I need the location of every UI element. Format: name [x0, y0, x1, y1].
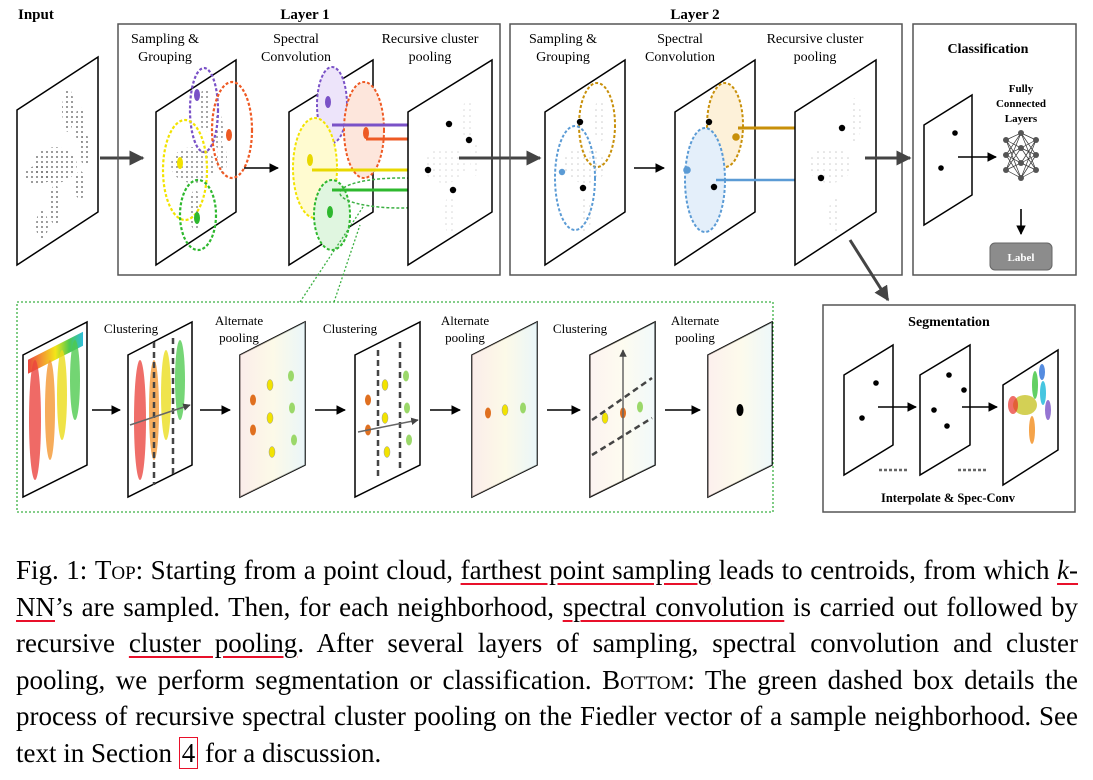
detail-callout-line-1: [299, 206, 364, 303]
final-pooled-plane: [707, 320, 773, 499]
l1-sampling-plane: [155, 58, 254, 267]
layer2-label: Layer 2: [670, 7, 719, 23]
segmentation-output-plane: [1002, 348, 1059, 487]
caption-nn: -NN: [16, 555, 1079, 622]
l2-spectral-line1: Spectral: [657, 32, 703, 47]
caption-k: k: [1057, 555, 1070, 585]
caption-text-3: ’s are sampled. Then, for each neighborh…: [55, 591, 563, 622]
link-spectral-convolution[interactable]: spectral convolution: [562, 591, 785, 622]
link-knn[interactable]: k-NN: [16, 555, 1078, 622]
input-label: Input: [18, 7, 54, 23]
detail-box: [16, 301, 774, 513]
layer2-to-segmentation-arrow: [848, 239, 890, 302]
clustering-label-1: Clustering: [104, 321, 159, 336]
caption-text-1: : Starting from a point cloud,: [135, 555, 461, 585]
alternate-label-2b: pooling: [445, 330, 485, 345]
l1-spectral-plane: [288, 58, 461, 267]
pooled-plane-2: [471, 320, 538, 499]
link-farthest-point-sampling[interactable]: farthest point sampling: [460, 555, 712, 585]
detail-callout-line-2: [333, 224, 361, 303]
l2-spectral-plane: [674, 58, 756, 267]
l2-pooling-plane: [794, 58, 877, 267]
caption-bottom-word: Bottom: [602, 664, 688, 695]
fiedler-plane-2: [127, 320, 193, 499]
figure-diagram: Input Layer 1 Sampling & Grouping Spectr…: [16, 7, 1077, 513]
l1-sampling-line2: Grouping: [138, 50, 192, 65]
alternate-label-3a: Alternate: [671, 313, 720, 328]
l2-recursive-line1: Recursive cluster: [767, 32, 864, 47]
alternate-label-3b: pooling: [675, 330, 715, 345]
layer1-label: Layer 1: [280, 7, 329, 23]
link-cluster-pooling[interactable]: cluster pooling: [128, 628, 298, 658]
l1-pooling-plane: [407, 58, 493, 267]
alternate-label-1b: pooling: [219, 330, 259, 345]
classification-plane: [923, 93, 973, 227]
caption-text-7: for a discussion.: [198, 737, 382, 768]
figure-caption: Fig. 1: Top: Starting from a point cloud…: [16, 552, 1078, 771]
l2-spectral-line2: Convolution: [645, 50, 715, 65]
pooled-plane-1: [239, 320, 306, 499]
l2-sampling-line2: Grouping: [536, 50, 590, 65]
interpolate-label: Interpolate & Spec-Conv: [881, 491, 1016, 505]
neural-network-icon: [1003, 130, 1039, 181]
l1-sampling-line1: Sampling &: [131, 32, 199, 47]
fc-line1: Fully: [1009, 83, 1034, 95]
caption-text-6: : The green dashed box details the proce…: [16, 664, 1078, 768]
l2-sampling-plane: [544, 58, 626, 267]
caption-text-5: . After several layers of sampling, spec…: [16, 628, 1079, 695]
segmentation-plane-1: [843, 343, 894, 477]
l1-recursive-line2: pooling: [409, 50, 452, 65]
pooled-plane-1-clustered: [354, 320, 421, 499]
fc-line3: Layers: [1005, 113, 1038, 125]
layer2-box: [509, 23, 903, 276]
segmentation-label: Segmentation: [908, 315, 990, 330]
segmentation-box: [822, 304, 1076, 513]
clustering-label-2: Clustering: [323, 321, 378, 336]
classification-box: [912, 23, 1077, 276]
fc-line2: Connected: [996, 98, 1046, 110]
caption-fig-label: Fig. 1:: [16, 555, 88, 585]
clustering-label-3: Clustering: [553, 321, 608, 336]
section-ref-link[interactable]: 4: [178, 736, 199, 769]
l2-recursive-line2: pooling: [794, 50, 837, 65]
l1-recursive-line1: Recursive cluster: [382, 32, 479, 47]
alternate-label-2a: Alternate: [441, 313, 490, 328]
label-output-badge: Label: [989, 242, 1053, 271]
caption-text-2: leads to centroids, from which: [711, 555, 1058, 585]
l1-spectral-line1: Spectral: [273, 32, 319, 47]
segmentation-plane-2: [919, 343, 971, 477]
l2-sampling-line1: Sampling &: [529, 32, 597, 47]
alternate-label-1a: Alternate: [215, 313, 264, 328]
label-output-text: Label: [1008, 252, 1035, 264]
caption-top-word: Top: [94, 555, 136, 585]
fiedler-plane-1: [22, 320, 88, 499]
layer1-box: [117, 23, 501, 276]
input-point-cloud-plane: [16, 55, 99, 267]
pooled-plane-2-clustered: [589, 320, 656, 499]
classification-label: Classification: [948, 42, 1029, 57]
l1-spectral-line2: Convolution: [261, 50, 331, 65]
caption-text-4: is carried out followed by recursive: [16, 591, 1078, 659]
